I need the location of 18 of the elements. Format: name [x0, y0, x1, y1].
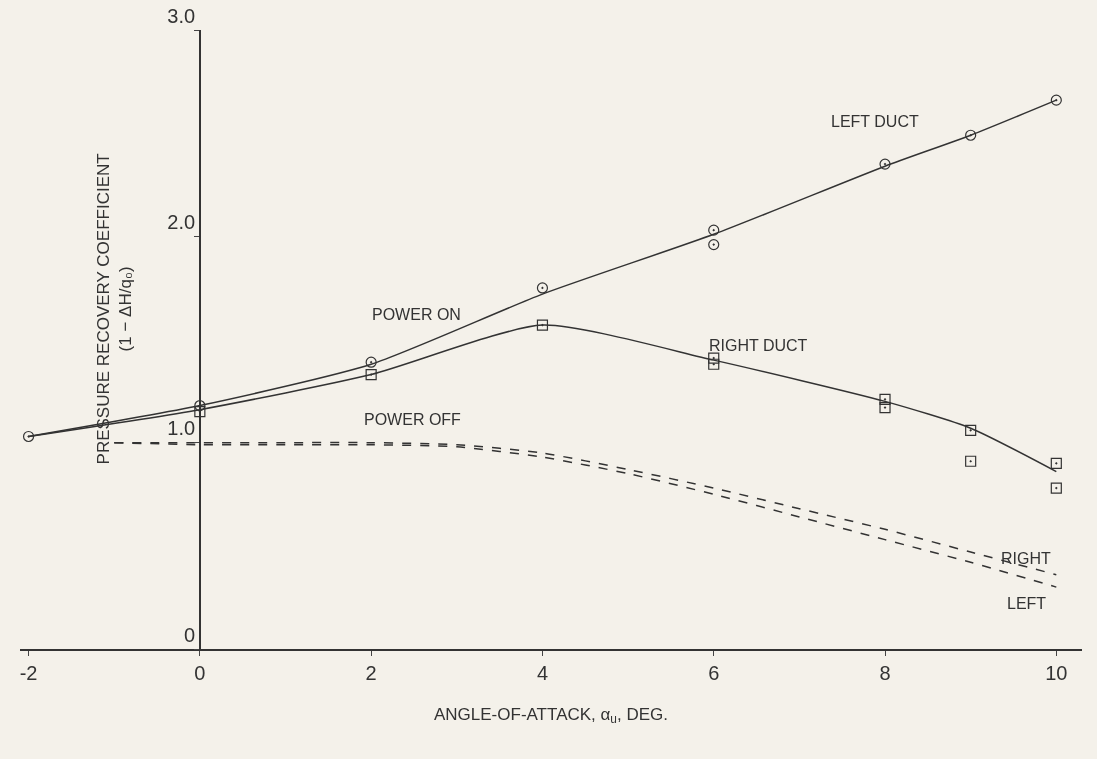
y-tick-label: 0: [183, 623, 196, 646]
x-tick-label: 6: [708, 661, 720, 684]
x-axis-title: ANGLE-OF-ATTACK, α$_{u}$, DEG.: [433, 704, 669, 727]
series-label: LEFT: [1007, 595, 1047, 612]
annotation: POWER OFF: [364, 411, 462, 428]
series-label: RIGHT DUCT: [709, 337, 808, 354]
x-tick-label: 8: [879, 661, 891, 684]
x-tick-label: 2: [365, 661, 377, 684]
x-tick-label: -2: [19, 661, 38, 684]
x-tick-label: 10: [1045, 661, 1068, 684]
annotation: POWER ON: [372, 306, 461, 323]
y-tick-label: 1.0: [167, 417, 196, 440]
x-tick-label: 4: [536, 661, 548, 684]
y-tick-label: 3.0: [167, 4, 196, 27]
series-label: RIGHT: [1001, 550, 1051, 567]
y-axis-title: PRESSURE RECOVERY COEFFICIENT (1 − ΔH/q₀): [94, 153, 136, 465]
series-label: LEFT DUCT: [831, 113, 919, 130]
y-tick-label: 2.0: [167, 210, 196, 233]
